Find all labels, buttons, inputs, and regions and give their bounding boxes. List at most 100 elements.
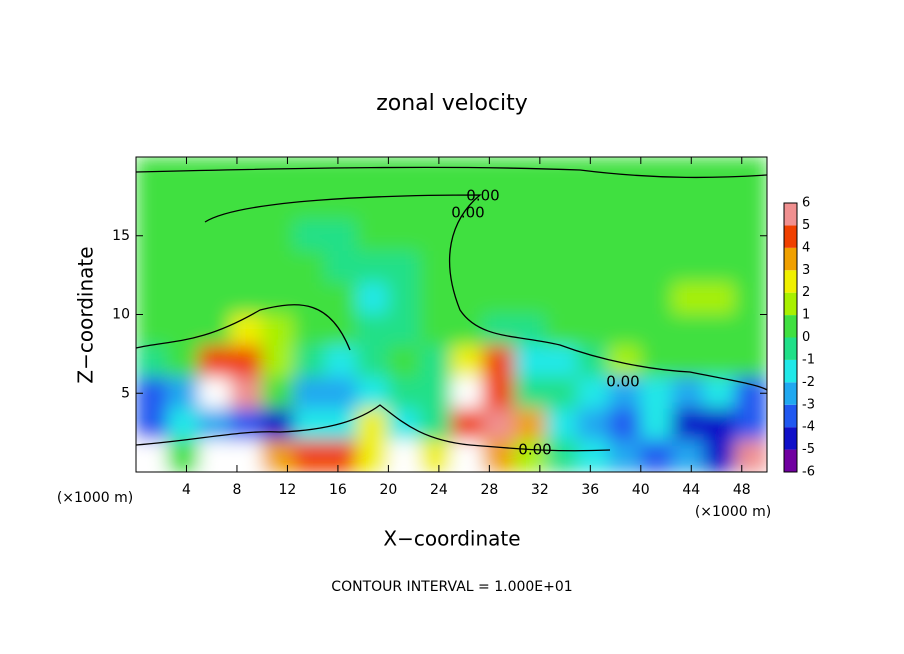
field-cell bbox=[293, 345, 326, 378]
field-cell bbox=[167, 157, 200, 189]
field-cell bbox=[545, 157, 579, 189]
field-cell bbox=[514, 157, 547, 189]
field-cell bbox=[545, 345, 579, 378]
field-cell bbox=[387, 345, 421, 378]
field-cell bbox=[482, 219, 516, 252]
x-tick-label: 4 bbox=[182, 482, 191, 498]
field-cell bbox=[230, 251, 263, 284]
contour-line bbox=[204, 194, 768, 391]
field-cell bbox=[324, 251, 358, 284]
field-cell bbox=[419, 345, 452, 378]
y-tick-label: 10 bbox=[112, 307, 130, 323]
field-cell bbox=[387, 408, 421, 441]
field-cell bbox=[608, 282, 642, 315]
contour-label: 0.00 bbox=[606, 373, 639, 391]
field-cell bbox=[198, 157, 232, 189]
field-cell bbox=[356, 314, 389, 347]
field-cell bbox=[230, 314, 263, 347]
field-cell bbox=[734, 251, 767, 284]
field-cell bbox=[167, 188, 200, 221]
field-cell bbox=[608, 345, 642, 378]
field-cell bbox=[387, 219, 421, 252]
field-cell bbox=[577, 345, 610, 378]
field-cell bbox=[356, 282, 389, 315]
colorbar-swatch bbox=[784, 404, 797, 428]
field-cell bbox=[167, 314, 200, 347]
field-cell bbox=[545, 408, 579, 441]
field-cell bbox=[734, 440, 767, 472]
x-tick-label: 48 bbox=[733, 482, 751, 498]
field-cell bbox=[419, 219, 452, 252]
field-cell bbox=[545, 440, 579, 472]
field-cell bbox=[261, 377, 295, 410]
field-cell bbox=[640, 408, 673, 441]
field-cell bbox=[230, 219, 263, 252]
field-cell bbox=[198, 219, 232, 252]
x-tick-label: 12 bbox=[279, 482, 297, 498]
contour-line bbox=[135, 166, 768, 179]
x-axis-label: X−coordinate bbox=[383, 527, 520, 551]
colorbar-label: -5 bbox=[802, 442, 815, 457]
field-cell bbox=[703, 157, 736, 189]
field-cell bbox=[577, 219, 610, 252]
colorbar-swatch bbox=[784, 337, 797, 360]
field-cell bbox=[387, 157, 421, 189]
field-cell bbox=[261, 408, 295, 441]
x-tick-label: 20 bbox=[379, 482, 397, 498]
field-cell bbox=[167, 345, 200, 378]
colorbar-frame bbox=[783, 202, 798, 473]
field-cell bbox=[167, 251, 200, 284]
field-cell bbox=[324, 157, 358, 189]
field bbox=[136, 157, 767, 472]
field-cell bbox=[482, 282, 516, 315]
x-tick-label: 8 bbox=[232, 482, 241, 498]
field-cell bbox=[671, 408, 705, 441]
contour-line bbox=[135, 304, 351, 351]
field-cell bbox=[703, 345, 736, 378]
field-cell bbox=[703, 314, 736, 347]
field-cell bbox=[703, 377, 736, 410]
x-tick-label: 16 bbox=[329, 482, 347, 498]
field-cell bbox=[293, 377, 326, 410]
colorbar-swatch bbox=[784, 247, 797, 271]
colorbar-label: 1 bbox=[802, 308, 810, 323]
field-cell bbox=[230, 377, 263, 410]
field-cell bbox=[136, 188, 169, 221]
colorbar-swatch bbox=[784, 270, 797, 293]
field-cell bbox=[451, 188, 484, 221]
field-cell bbox=[514, 440, 547, 472]
field-cell bbox=[451, 408, 484, 441]
field-cell bbox=[293, 282, 326, 315]
field-cell bbox=[482, 377, 516, 410]
field-cell bbox=[356, 157, 389, 189]
field-cell bbox=[545, 377, 579, 410]
field-cell bbox=[482, 408, 516, 441]
field-cell bbox=[356, 440, 389, 472]
field-cell bbox=[198, 345, 232, 378]
field-cell bbox=[514, 188, 547, 221]
field-cell bbox=[356, 188, 389, 221]
field-cell bbox=[324, 440, 358, 472]
field-cell bbox=[482, 188, 516, 221]
field-cell bbox=[261, 157, 295, 189]
field-cell bbox=[136, 251, 169, 284]
field-cell bbox=[198, 440, 232, 472]
field-cell bbox=[293, 157, 326, 189]
field-cell bbox=[640, 314, 673, 347]
field-cell bbox=[734, 314, 767, 347]
field-cell bbox=[671, 314, 705, 347]
field-cell bbox=[136, 408, 169, 441]
field-cell bbox=[324, 377, 358, 410]
field-cell bbox=[545, 282, 579, 315]
field-cell bbox=[230, 408, 263, 441]
field-cell bbox=[703, 440, 736, 472]
field-cell bbox=[356, 377, 389, 410]
field-cell bbox=[387, 440, 421, 472]
field-cell bbox=[514, 282, 547, 315]
colorbar-swatch bbox=[784, 315, 797, 338]
field-cell bbox=[545, 188, 579, 221]
field-cell bbox=[198, 282, 232, 315]
y-tick-label: 15 bbox=[112, 228, 130, 244]
field-cell bbox=[451, 219, 484, 252]
field-cell bbox=[608, 440, 642, 472]
